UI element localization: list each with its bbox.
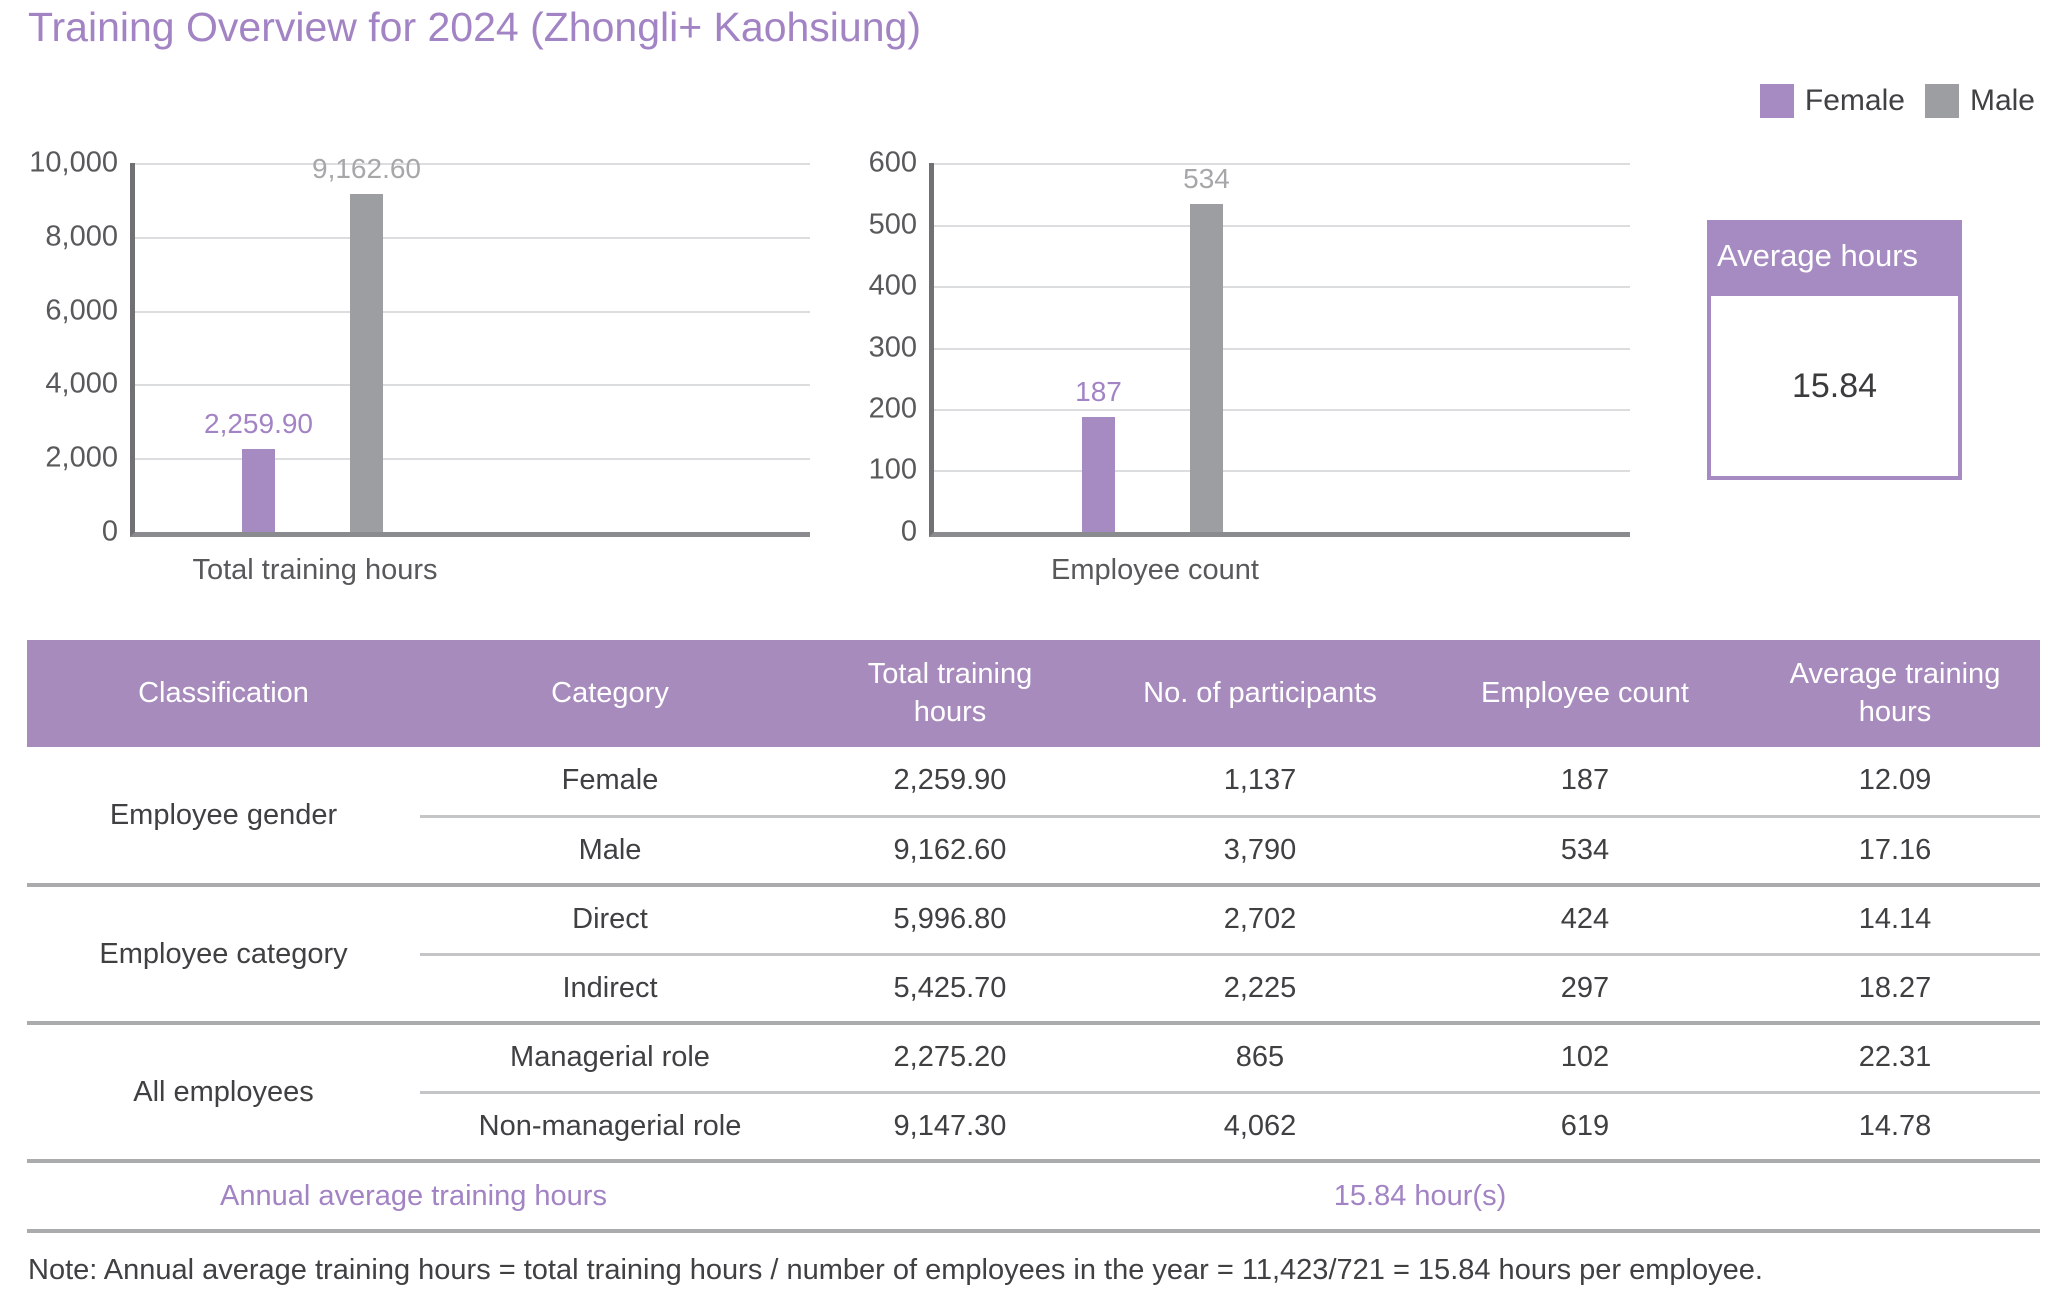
y-tick: 8,000 (45, 220, 118, 253)
chart-legend: Female Male (1759, 84, 2035, 118)
bar-female-total-hours: 2,259.90 (204, 408, 313, 532)
gridline (135, 384, 810, 387)
col-header-participants: No. of participants (1100, 640, 1420, 747)
y-tick: 600 (868, 146, 917, 179)
gridline (934, 470, 1630, 473)
participants-cell: 2,702 (1100, 885, 1420, 956)
category-cell: Male (420, 816, 800, 887)
participants-cell: 2,225 (1100, 954, 1420, 1025)
y-tick: 400 (868, 269, 917, 302)
y-tick: 4,000 (45, 367, 118, 400)
participants-cell: 3,790 (1100, 816, 1420, 887)
page-title: Training Overview for 2024 (Zhongli+ Kao… (28, 4, 921, 50)
average-hours-card-value: 15.84 (1707, 292, 1962, 480)
total-hours-cell: 2,275.20 (800, 1023, 1100, 1094)
total-hours-cell: 9,162.60 (800, 816, 1100, 887)
table-footer-row: Annual average training hours 15.84 hour… (27, 1161, 2040, 1233)
gridline (934, 163, 1630, 165)
participants-cell: 4,062 (1100, 1092, 1420, 1163)
total-hours-cell: 5,425.70 (800, 954, 1100, 1025)
gridline (135, 458, 810, 461)
table-row: Indirect 5,425.70 2,225 297 18.27 (27, 954, 2040, 1025)
x-category-label: Employee count (1051, 554, 1259, 586)
employee-count-cell: 534 (1420, 816, 1750, 887)
classification-cell: All employees (27, 1023, 420, 1163)
total-hours-cell: 2,259.90 (800, 747, 1100, 818)
average-hours-card: Average hours 15.84 (1707, 220, 1962, 480)
participants-cell: 1,137 (1100, 747, 1420, 818)
legend-item-female[interactable]: Female (1759, 84, 1905, 118)
col-header-avg-hours: Average training hours (1750, 640, 2040, 747)
participants-cell: 865 (1100, 1023, 1420, 1094)
total-hours-cell: 5,996.80 (800, 885, 1100, 956)
bar-value-label: 2,259.90 (204, 407, 313, 439)
female-swatch-icon (1759, 84, 1794, 118)
avg-hours-cell: 22.31 (1750, 1023, 2040, 1094)
employee-count-cell: 102 (1420, 1023, 1750, 1094)
table-row: Employee category Direct 5,996.80 2,702 … (27, 885, 2040, 1025)
avg-hours-cell: 17.16 (1750, 816, 2040, 887)
y-tick: 500 (868, 208, 917, 240)
table-row: All employees Managerial role 2,275.20 8… (27, 1023, 2040, 1163)
y-tick: 10,000 (29, 146, 118, 179)
training-summary-table: Classification Category Total training h… (27, 640, 2040, 1233)
employee-count-cell: 424 (1420, 885, 1750, 956)
gridline (934, 285, 1630, 288)
avg-hours-cell: 18.27 (1750, 954, 2040, 1025)
bar-female-employee-count: 187 (1075, 376, 1122, 532)
y-tick: 100 (868, 453, 917, 486)
y-tick: 2,000 (45, 441, 118, 474)
bar-value-label: 187 (1075, 376, 1122, 407)
average-hours-card-title: Average hours (1707, 220, 1962, 292)
table-row: Non-managerial role 9,147.30 4,062 619 1… (27, 1092, 2040, 1163)
col-header-employee-count: Employee count (1420, 640, 1750, 747)
bar-male-employee-count: 534 (1183, 163, 1230, 532)
legend-label-male: Male (1969, 84, 2035, 117)
y-tick: 200 (868, 392, 917, 425)
legend-label-female: Female (1804, 84, 1905, 117)
total-hours-cell: 9,147.30 (800, 1092, 1100, 1163)
footnote: Note: Annual average training hours = to… (28, 1254, 1763, 1286)
y-tick: 300 (868, 331, 917, 363)
category-cell: Indirect (420, 954, 800, 1025)
male-swatch-icon (1924, 84, 1959, 118)
avg-hours-cell: 12.09 (1750, 747, 2040, 818)
category-cell: Non-managerial role (420, 1092, 800, 1163)
employee-count-cell: 297 (1420, 954, 1750, 1025)
y-tick: 0 (900, 515, 917, 548)
x-category-label: Total training hours (192, 554, 438, 586)
legend-item-male[interactable]: Male (1924, 84, 2035, 118)
employee-count-cell: 187 (1420, 747, 1750, 818)
table-row: Male 9,162.60 3,790 534 17.16 (27, 816, 2040, 887)
y-tick: 0 (101, 515, 118, 548)
classification-cell: Employee gender (27, 747, 420, 887)
gridline (135, 236, 810, 239)
y-tick: 6,000 (45, 294, 118, 327)
bar-value-label: 534 (1183, 162, 1230, 194)
employee-count-cell: 619 (1420, 1092, 1750, 1163)
table-header-row: Classification Category Total training h… (27, 640, 2040, 747)
table-row: Employee gender Female 2,259.90 1,137 18… (27, 747, 2040, 887)
bar-value-label: 9,162.60 (312, 152, 421, 184)
gridline (135, 163, 810, 165)
col-header-total-hours: Total training hours (800, 640, 1100, 747)
annual-average-label: Annual average training hours (27, 1161, 800, 1233)
category-cell: Direct (420, 885, 800, 956)
avg-hours-cell: 14.78 (1750, 1092, 2040, 1163)
category-cell: Managerial role (420, 1023, 800, 1094)
category-cell: Female (420, 747, 800, 818)
gridline (934, 224, 1630, 227)
bar-male-total-hours: 9,162.60 (312, 153, 421, 532)
classification-cell: Employee category (27, 885, 420, 1025)
avg-hours-cell: 14.14 (1750, 885, 2040, 956)
chart-total-training-hours: 10,000 8,000 6,000 4,000 2,000 0 2,259.9… (29, 147, 810, 586)
col-header-category: Category (420, 640, 800, 747)
gridline (135, 310, 810, 313)
gridline (934, 409, 1630, 411)
annual-average-value: 15.84 hour(s) (800, 1161, 2040, 1233)
gridline (934, 347, 1630, 350)
col-header-classification: Classification (27, 640, 420, 747)
chart-employee-count: 600 500 400 300 200 100 0 187 534 Employ… (869, 147, 1630, 586)
